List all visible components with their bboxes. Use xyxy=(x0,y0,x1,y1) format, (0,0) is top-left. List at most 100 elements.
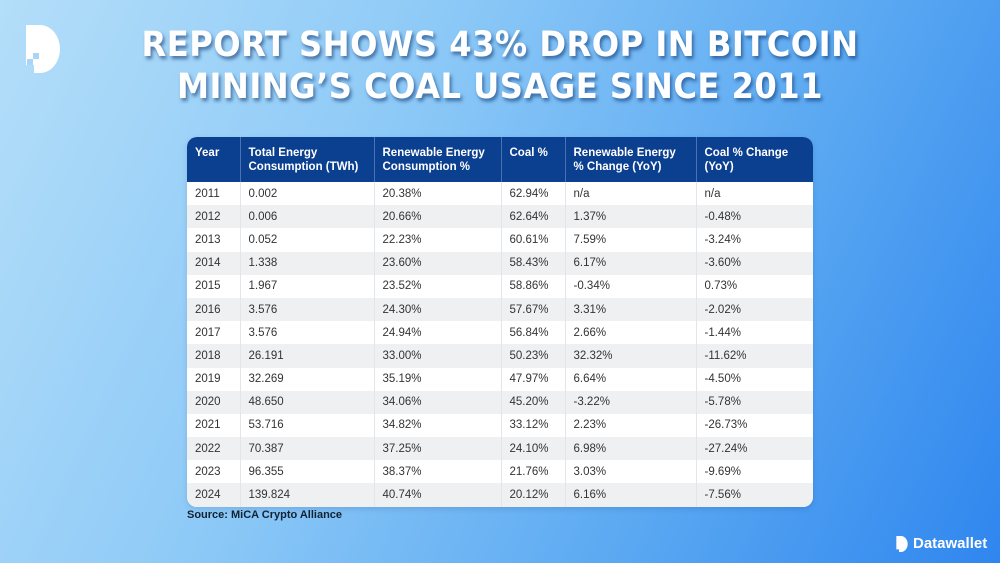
table-cell: 1.338 xyxy=(240,251,375,275)
table-cell: 6.17% xyxy=(565,251,697,275)
table-cell: 2020 xyxy=(187,390,241,414)
table-cell: 2024 xyxy=(187,483,241,507)
table-cell: 2016 xyxy=(187,297,241,322)
table-row: 2024 139.824 40.74% 20.12% 6.16% -7.56% xyxy=(187,483,813,507)
table-cell: 2.66% xyxy=(565,321,697,345)
table-cell: -5.78% xyxy=(696,390,813,414)
table-row: 2023 96.355 38.37% 21.76% 3.03% -9.69% xyxy=(187,460,813,484)
table-cell: 1.967 xyxy=(240,274,375,298)
table-cell: -3.22% xyxy=(565,390,697,414)
table-cell: 2022 xyxy=(187,437,241,461)
table-cell: -26.73% xyxy=(704,419,748,432)
table-row: 2016 3.576 24.30% 57.67% 3.31% -2.02% xyxy=(187,297,813,322)
brand-mark: Datawallet xyxy=(896,535,987,552)
column-header: Coal % Change (YoY) xyxy=(696,137,813,182)
table-cell: 2018 xyxy=(187,344,241,368)
table-cell: 23.52% xyxy=(374,274,502,298)
table-cell: 2021 xyxy=(187,413,241,438)
table-cell: 6.98% xyxy=(565,437,697,461)
table-header-row: Year Total Energy Consumption (TWh) Renewa… xyxy=(187,137,813,182)
energy-table: Year Total Energy Consumption (TWh) Renewa… xyxy=(187,137,813,507)
table-cell: 0.006 xyxy=(240,205,375,229)
table-cell: 1.37% xyxy=(565,205,697,229)
table-cell: 21.76% xyxy=(501,460,566,484)
table-cell: 0.73% xyxy=(704,280,738,293)
table-cell: 2023 xyxy=(187,460,241,484)
table-cell: 62.94% xyxy=(501,182,566,206)
datawallet-logo-icon xyxy=(896,535,908,552)
table-cell: 33.00% xyxy=(374,344,502,368)
table-cell: 45.20% xyxy=(501,390,566,414)
table-row: 2020 48.650 34.06% 45.20% -3.22% -5.78% xyxy=(187,390,813,414)
table-cell: 3.576 xyxy=(240,297,375,322)
table-cell: -11.62% xyxy=(696,344,813,368)
table-cell: 3.31% xyxy=(565,297,697,322)
table-row: 2015 1.967 23.52% 58.86% -0.34% 0.73% xyxy=(187,274,813,298)
table-cell: 139.824 xyxy=(240,483,375,507)
table-row: 2019 32.269 35.19% 47.97% 6.64% -4.50% xyxy=(187,367,813,391)
table-cell: 6.64% xyxy=(565,367,697,391)
column-header: Year xyxy=(187,137,241,182)
table-cell: n/a xyxy=(704,187,721,200)
table-cell: -27.24% xyxy=(696,437,813,461)
table-cell: 53.716 xyxy=(240,413,375,438)
table-cell: 0.002 xyxy=(240,182,375,206)
table-cell: 3.03% xyxy=(565,460,697,484)
table-row: 2013 0.052 22.23% 60.61% 7.59% -3.24% xyxy=(187,228,813,252)
headline-line-1: REPORT SHOWS 43% DROP IN BITCOIN xyxy=(141,25,859,65)
table-row: 2021 53.716 34.82% 33.12% 2.23% -26.73% xyxy=(187,413,813,438)
table-cell: 50.23% xyxy=(501,344,566,368)
source-note: Source: MiCA Crypto Alliance xyxy=(187,509,343,521)
table-cell: 32.32% xyxy=(565,344,697,368)
column-header: Coal % xyxy=(501,137,566,182)
table-cell: 6.16% xyxy=(565,483,697,507)
table-cell: -9.69% xyxy=(704,465,741,478)
table-row: 2017 3.576 24.94% 56.84% 2.66% -1.44% xyxy=(187,321,813,345)
table-cell: 3.576 xyxy=(240,321,375,345)
table-cell: 48.650 xyxy=(240,390,375,414)
table-cell: -0.48% xyxy=(696,205,813,229)
table-cell: 24.30% xyxy=(374,297,502,322)
table-cell: 33.12% xyxy=(501,413,566,438)
table-cell: 24.94% xyxy=(374,321,502,345)
table-cell: 32.269 xyxy=(240,367,375,391)
table-cell: 56.84% xyxy=(501,321,566,345)
table-cell: -4.50% xyxy=(704,373,741,386)
table-cell: 2013 xyxy=(187,228,241,252)
table-cell: 2019 xyxy=(187,367,241,391)
table-cell: 37.25% xyxy=(374,437,502,461)
table-row: 2014 1.338 23.60% 58.43% 6.17% -3.60% xyxy=(187,251,813,275)
table-cell: 7.59% xyxy=(565,228,697,252)
table-cell: 35.19% xyxy=(374,367,502,391)
table-cell: 20.38% xyxy=(374,182,502,206)
table-cell: 40.74% xyxy=(374,483,502,507)
table-cell: 2011 xyxy=(187,182,241,206)
table-cell: 57.67% xyxy=(501,297,566,322)
table-cell: -3.60% xyxy=(696,251,813,275)
table-row: 2018 26.191 33.00% 50.23% 32.32% -11.62% xyxy=(187,344,813,368)
table-cell: 23.60% xyxy=(374,251,502,275)
table-cell: 22.23% xyxy=(374,228,502,252)
column-header: Renewable Energy Consumption % xyxy=(374,137,502,182)
table-cell: 2017 xyxy=(187,321,241,345)
table-cell: n/a xyxy=(565,182,697,206)
column-header: Renewable Energy % Change (YoY) xyxy=(565,137,697,182)
table-row: 2012 0.006 20.66% 62.64% 1.37% -0.48% xyxy=(187,205,813,229)
table-cell: 26.191 xyxy=(240,344,375,368)
table-cell: 58.43% xyxy=(501,251,566,275)
table-cell: 2012 xyxy=(187,205,241,229)
table-cell: 24.10% xyxy=(501,437,566,461)
headline-line-2: MINING’S COAL USAGE SINCE 2011 xyxy=(176,67,824,107)
table-row: 2011 0.002 20.38% 62.94% n/a n/a xyxy=(187,182,813,206)
table-cell: 2.23% xyxy=(565,413,697,438)
table-cell: 0.052 xyxy=(240,228,375,252)
table-cell: -3.24% xyxy=(704,233,741,246)
brand-name: Datawallet xyxy=(913,535,988,552)
table-cell: -7.56% xyxy=(696,483,813,507)
table-cell: 60.61% xyxy=(501,228,566,252)
table-cell: 34.82% xyxy=(374,413,502,438)
table-cell: 20.66% xyxy=(374,205,502,229)
table-cell: 38.37% xyxy=(374,460,502,484)
table-cell: -2.02% xyxy=(696,297,813,322)
table-cell: -1.44% xyxy=(704,326,741,339)
